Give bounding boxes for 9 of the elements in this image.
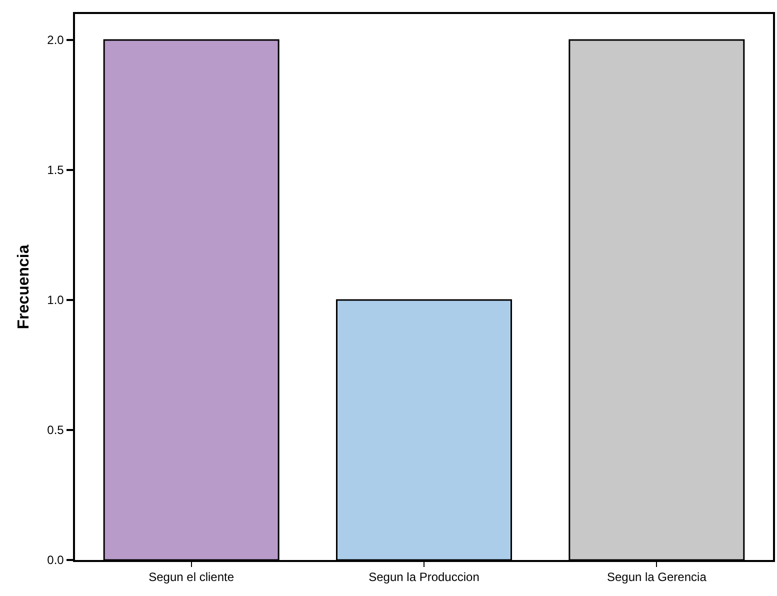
x-tick-label: Segun la Gerencia	[606, 570, 707, 584]
y-tick-label: 0.0	[47, 553, 64, 568]
y-tick-label: 1.5	[47, 163, 64, 178]
x-tick-label: Segun la Produccion	[368, 570, 480, 584]
y-tick-label: 0.5	[47, 423, 64, 438]
x-tick-label: Segun el cliente	[148, 570, 234, 584]
y-tick-label: 2.0	[47, 33, 64, 48]
y-tick-label: 1.0	[47, 293, 64, 308]
y-axis-title: Frecuencia	[16, 244, 33, 330]
